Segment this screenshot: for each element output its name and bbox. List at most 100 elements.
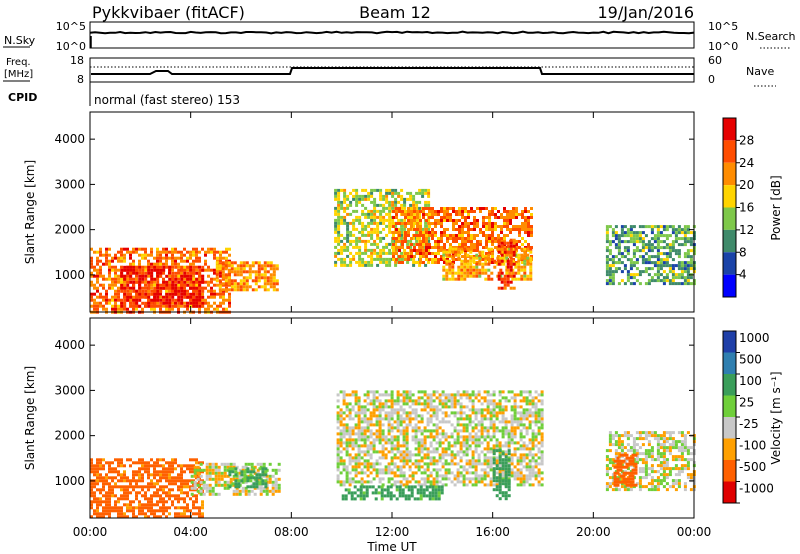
velocity-cell bbox=[486, 447, 490, 451]
velocity-cell bbox=[396, 456, 400, 460]
power_db-cell bbox=[129, 253, 132, 257]
velocity-cell bbox=[387, 432, 391, 436]
power_db-cell bbox=[138, 289, 142, 293]
power_db-cell bbox=[632, 231, 636, 235]
velocity-cell bbox=[105, 494, 108, 498]
velocity-cell bbox=[205, 462, 209, 466]
power_db-cell bbox=[228, 292, 231, 296]
velocity-cell bbox=[489, 477, 493, 481]
power_db-cell bbox=[491, 222, 494, 225]
velocity-cell bbox=[405, 396, 409, 400]
power_db-cell bbox=[635, 261, 639, 265]
velocity-cell bbox=[384, 447, 388, 451]
power_db-cell bbox=[653, 234, 657, 238]
power_db-cell bbox=[446, 228, 449, 231]
velocity-cell bbox=[390, 435, 394, 439]
power_db-cell bbox=[343, 248, 347, 252]
velocity-cell bbox=[93, 467, 96, 471]
power_db-cell bbox=[653, 225, 657, 229]
power_db-cell bbox=[385, 233, 389, 237]
power_db-cell bbox=[245, 288, 249, 292]
power_db-cell bbox=[659, 246, 663, 250]
power_db-cell bbox=[370, 215, 374, 219]
power_db-cell bbox=[334, 230, 338, 234]
velocity-cell bbox=[411, 393, 415, 397]
velocity-cell bbox=[90, 506, 93, 510]
velocity-cell bbox=[525, 465, 529, 469]
velocity-cell bbox=[135, 494, 138, 498]
power_db-cell bbox=[668, 225, 672, 229]
velocity-cell bbox=[138, 461, 141, 465]
power_db-cell bbox=[361, 203, 365, 207]
power_db-cell bbox=[242, 267, 246, 271]
velocity-cell bbox=[265, 492, 269, 496]
power_db-cell bbox=[469, 250, 473, 254]
velocity-cell bbox=[408, 399, 412, 403]
velocity-cell bbox=[414, 459, 418, 463]
velocity-cell bbox=[96, 488, 99, 492]
velocity-cell bbox=[369, 480, 373, 484]
power_db-cell bbox=[497, 247, 501, 251]
power_db-cell bbox=[153, 301, 157, 305]
velocity-cell bbox=[492, 426, 496, 430]
power_db-cell bbox=[337, 206, 341, 210]
power_db-cell bbox=[398, 240, 401, 243]
power_db-cell bbox=[168, 301, 172, 305]
power_db-cell bbox=[192, 283, 196, 287]
velocity-cell bbox=[153, 503, 156, 507]
power_db-cell bbox=[114, 277, 117, 281]
power_db-cell bbox=[153, 265, 157, 269]
velocity-cell bbox=[93, 512, 96, 516]
power_db-cell bbox=[93, 250, 96, 254]
power_db-cell bbox=[340, 215, 344, 219]
power_db-cell bbox=[517, 271, 521, 275]
power_db-cell bbox=[358, 197, 362, 201]
velocity-cell bbox=[420, 432, 424, 436]
velocity-cell bbox=[399, 450, 403, 454]
power_db-cell bbox=[355, 239, 359, 243]
power_db-cell bbox=[99, 259, 102, 263]
velocity-cell bbox=[483, 459, 487, 463]
velocity-cell bbox=[174, 497, 177, 501]
velocity-cell bbox=[525, 453, 529, 457]
velocity-cell bbox=[369, 411, 373, 415]
velocity-cell bbox=[381, 405, 385, 409]
power_db-cell bbox=[195, 292, 199, 296]
velocity-cell bbox=[255, 476, 259, 480]
velocity-cell bbox=[501, 474, 505, 478]
power_db-cell bbox=[382, 206, 386, 210]
velocity-cell bbox=[408, 474, 412, 478]
power_db-cell bbox=[460, 247, 464, 251]
velocity-cell bbox=[90, 461, 93, 465]
power_db-cell bbox=[245, 261, 249, 265]
power_db-cell bbox=[509, 241, 513, 245]
power_db-cell bbox=[123, 298, 127, 302]
power_db-cell bbox=[641, 258, 645, 262]
power_db-cell bbox=[458, 243, 461, 246]
power_db-cell bbox=[346, 263, 350, 267]
power_db-cell bbox=[135, 268, 139, 272]
power_db-cell bbox=[469, 256, 473, 260]
power_db-cell bbox=[442, 253, 446, 257]
power_db-cell bbox=[478, 259, 482, 263]
velocity-cell bbox=[435, 432, 439, 436]
power_db-cell bbox=[153, 295, 157, 299]
power_db-cell bbox=[150, 283, 153, 287]
power_db-cell bbox=[413, 246, 416, 249]
velocity-cell bbox=[214, 462, 218, 466]
power_db-cell bbox=[195, 280, 199, 284]
power_db-cell bbox=[207, 268, 210, 272]
power_db-cell bbox=[379, 191, 383, 195]
power_db-cell bbox=[370, 227, 374, 231]
power_db-cell bbox=[424, 224, 428, 228]
velocity-cell bbox=[195, 497, 198, 501]
power_db-cell bbox=[443, 219, 446, 222]
velocity-cell bbox=[420, 471, 424, 475]
velocity-cell bbox=[90, 488, 93, 492]
velocity-cell bbox=[390, 396, 394, 400]
power_db-cell bbox=[144, 292, 148, 296]
power_db-cell bbox=[656, 255, 660, 259]
velocity-cell bbox=[471, 465, 475, 469]
power_db-cell bbox=[195, 265, 198, 269]
velocity-cell bbox=[390, 462, 394, 466]
